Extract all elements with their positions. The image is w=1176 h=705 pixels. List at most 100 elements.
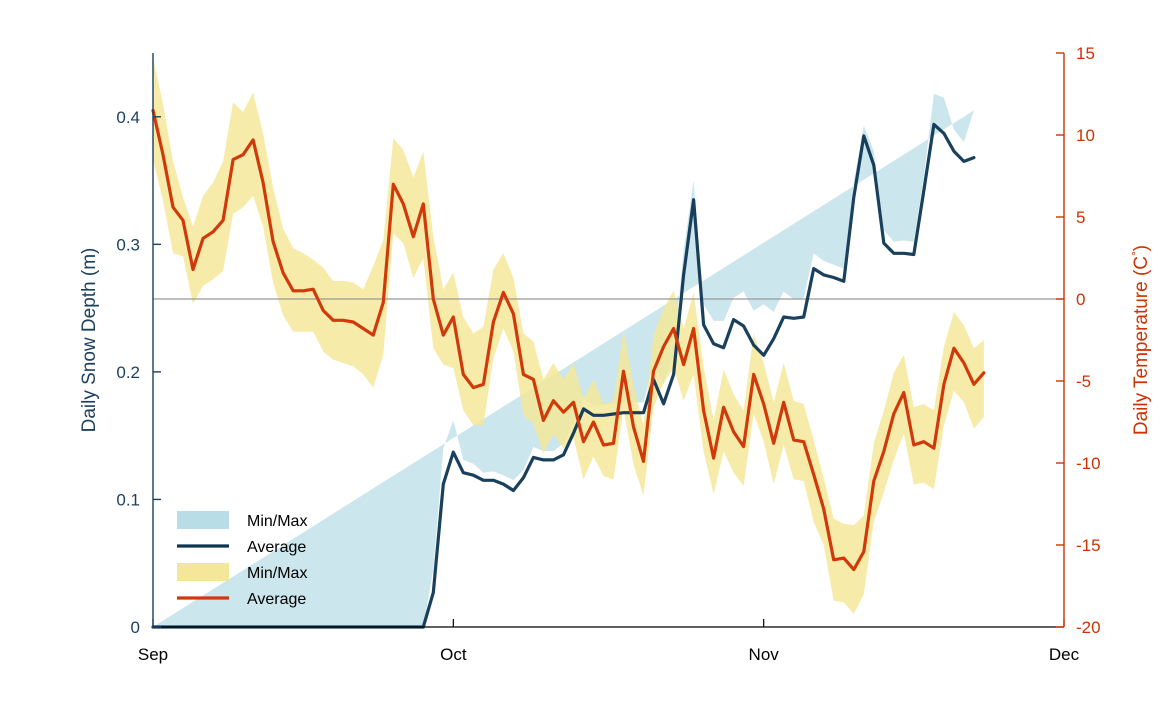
snow-point [923, 190, 925, 192]
snow-point [532, 456, 534, 458]
temp-point [572, 401, 574, 403]
temp-point [742, 445, 744, 447]
snow-point [492, 479, 494, 481]
temp-point [793, 439, 795, 441]
temp-point [242, 154, 244, 156]
temp-average-line [151, 108, 986, 572]
temp-point [482, 383, 484, 385]
snow-point [442, 483, 444, 485]
snow-point [572, 432, 574, 434]
snow-point [562, 454, 564, 456]
axes-layer: Sep Oct Nov Dec 0 0.1 0.2 0.3 0.4 -20 -15 -10 -5 0 5 10… [116, 44, 1100, 664]
snow-point [873, 164, 875, 166]
temp-point [202, 237, 204, 239]
temp-point [672, 327, 674, 329]
snow-point [672, 373, 674, 375]
temp-point [943, 383, 945, 385]
x-tick-label: Sep [138, 645, 168, 664]
temp-minmax-band [153, 57, 984, 614]
temp-point [262, 181, 264, 183]
temp-point [522, 373, 524, 375]
y-right-tick-label: 10 [1076, 126, 1095, 145]
temp-point [783, 401, 785, 403]
temp-point [542, 419, 544, 421]
temp-point [632, 426, 634, 428]
y-right-tick-label: -5 [1076, 372, 1091, 391]
legend-label: Average [247, 591, 306, 608]
temp-point [582, 441, 584, 443]
y-right-tick-label: 0 [1076, 290, 1085, 309]
temp-point [302, 290, 304, 292]
temp-point [873, 480, 875, 482]
temp-point [963, 362, 965, 364]
snow-point [432, 591, 434, 593]
snow-point [712, 343, 714, 345]
snow-point [773, 338, 775, 340]
temp-point [172, 206, 174, 208]
snow-point [953, 150, 955, 152]
snow-point [452, 451, 454, 453]
y-right-tick-label: -15 [1076, 536, 1101, 555]
temp-point [602, 444, 604, 446]
temp-point [192, 268, 194, 270]
snow-point [482, 479, 484, 481]
temp-point [722, 406, 724, 408]
temp-point [803, 441, 805, 443]
temp-point [612, 442, 614, 444]
temp-point [923, 441, 925, 443]
snow-point [612, 413, 614, 415]
temp-point [412, 236, 414, 238]
temp-point [332, 319, 334, 321]
temp-point [853, 568, 855, 570]
temp-point [512, 313, 514, 315]
temp-point [472, 386, 474, 388]
temp-point [662, 345, 664, 347]
temp-point [342, 319, 344, 321]
temp-point [462, 373, 464, 375]
snow-point [783, 316, 785, 318]
temp-point [422, 203, 424, 205]
snow-point [853, 196, 855, 198]
snow-point [742, 325, 744, 327]
temp-point [973, 383, 975, 385]
snow-point [753, 344, 755, 346]
temp-point [492, 321, 494, 323]
temp-point [843, 557, 845, 559]
temp-point [272, 240, 274, 242]
temp-point [983, 372, 985, 374]
legend-label: Average [247, 539, 306, 556]
snow-point [722, 347, 724, 349]
y-left-tick-label: 0.1 [116, 490, 140, 509]
snow-point [642, 412, 644, 414]
snow-point [502, 483, 504, 485]
snow-point [522, 477, 524, 479]
temp-point [622, 370, 624, 372]
temp-point [732, 431, 734, 433]
temp-point [863, 550, 865, 552]
temp-point [592, 421, 594, 423]
snow-point [592, 414, 594, 416]
x-tick-label: Dec [1049, 645, 1080, 664]
snow-point [793, 317, 795, 319]
temp-point [893, 413, 895, 415]
snow-point [833, 276, 835, 278]
temp-point [562, 411, 564, 413]
y-right-tick-label: 5 [1076, 208, 1085, 227]
snow-point [692, 199, 694, 201]
temp-point [182, 219, 184, 221]
lines-layer [151, 108, 986, 629]
snow-point [472, 474, 474, 476]
snow-point [893, 252, 895, 254]
temp-point [552, 400, 554, 402]
temp-point [222, 219, 224, 221]
temp-point [312, 288, 314, 290]
temp-point [823, 508, 825, 510]
snow-point [552, 459, 554, 461]
temp-point [402, 203, 404, 205]
temp-point [232, 158, 234, 160]
temp-point [692, 327, 694, 329]
temp-point [813, 473, 815, 475]
snow-point [682, 274, 684, 276]
snow-average-line [151, 122, 976, 629]
